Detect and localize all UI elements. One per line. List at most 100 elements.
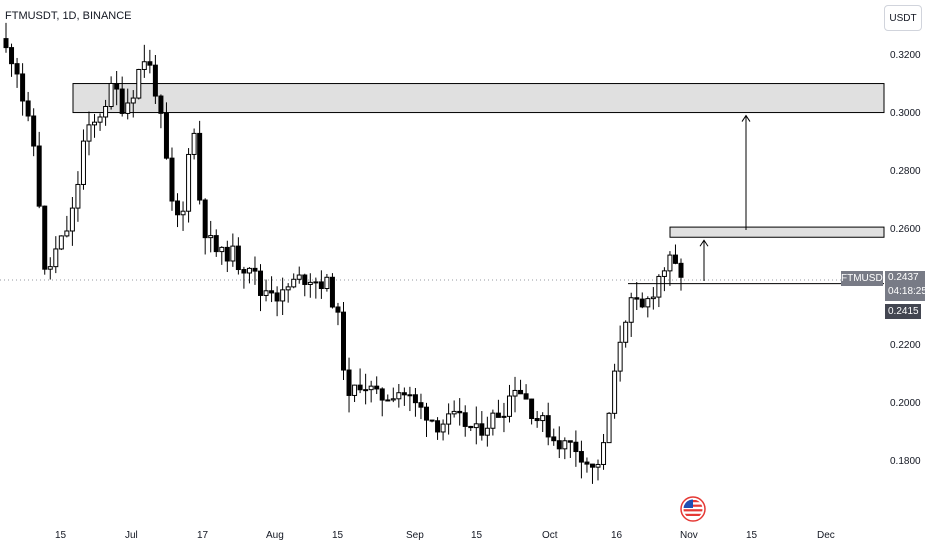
currency-unit-button[interactable]: USDT xyxy=(884,5,922,31)
candle xyxy=(357,368,363,394)
candle xyxy=(468,425,474,431)
symbol-title: FTMUSDT, 1D, BINANCE xyxy=(5,10,132,22)
candle xyxy=(639,292,645,309)
candle xyxy=(645,296,651,318)
candle xyxy=(368,380,374,403)
time-tick-label: 16 xyxy=(611,530,623,541)
candle xyxy=(473,406,479,445)
candle xyxy=(589,463,595,484)
candle xyxy=(119,76,125,117)
candle xyxy=(379,387,385,417)
candle xyxy=(280,277,286,316)
supply-zone-2[interactable] xyxy=(669,226,885,238)
candle xyxy=(423,402,429,437)
candle xyxy=(385,394,391,402)
price-tick-label: 0.1800 xyxy=(890,456,921,467)
candle xyxy=(584,457,590,473)
candle xyxy=(506,384,512,423)
candle xyxy=(25,91,31,122)
candle xyxy=(258,264,264,312)
time-tick-label: 17 xyxy=(197,530,209,541)
candle xyxy=(440,419,446,441)
price-tick-label: 0.3200 xyxy=(890,50,921,61)
price-tick-label: 0.2800 xyxy=(890,166,921,177)
candle xyxy=(14,57,20,88)
candle xyxy=(246,267,252,284)
candle xyxy=(606,412,612,444)
candle xyxy=(136,68,142,100)
candle xyxy=(114,70,120,106)
candle xyxy=(125,88,131,120)
time-tick-label: 15 xyxy=(746,530,758,541)
candle xyxy=(97,113,103,131)
candle xyxy=(628,292,634,337)
candle xyxy=(540,412,546,432)
supply-zone-1[interactable] xyxy=(72,83,885,114)
time-tick-label: Sep xyxy=(406,530,424,541)
candle xyxy=(163,102,169,160)
time-tick-label: Aug xyxy=(266,530,284,541)
candle xyxy=(92,113,98,138)
candle xyxy=(396,383,402,408)
candle xyxy=(617,325,623,382)
candle xyxy=(291,273,297,289)
candle xyxy=(47,257,53,280)
candle xyxy=(573,430,579,467)
candle xyxy=(285,283,291,303)
candle xyxy=(296,266,302,284)
candle xyxy=(80,129,86,190)
candle xyxy=(230,233,236,267)
candle xyxy=(64,215,70,238)
candle xyxy=(562,437,568,460)
candle xyxy=(274,286,280,317)
candle xyxy=(390,387,396,403)
candle xyxy=(191,128,197,160)
candle xyxy=(86,111,92,156)
candle xyxy=(75,171,81,222)
candle xyxy=(495,399,501,418)
candle xyxy=(429,419,435,423)
candle xyxy=(169,147,175,211)
us-flag-icon[interactable] xyxy=(680,496,706,522)
candle xyxy=(69,197,75,246)
time-tick-label: 15 xyxy=(332,530,344,541)
candle xyxy=(518,379,524,395)
price-tick-label: 0.2600 xyxy=(890,224,921,235)
candle xyxy=(147,49,153,74)
target-arrow-large[interactable] xyxy=(741,114,751,230)
last-price-value: 0.2437 xyxy=(888,272,919,283)
candle xyxy=(523,384,529,400)
drawings-layer xyxy=(628,114,884,285)
candle xyxy=(180,201,186,231)
time-tick-label: Dec xyxy=(817,530,835,541)
candle xyxy=(401,387,407,406)
candle xyxy=(197,120,203,205)
price-tick-label: 0.3000 xyxy=(890,108,921,119)
candle xyxy=(346,357,352,413)
candle xyxy=(158,94,164,129)
candle xyxy=(567,440,573,458)
candle xyxy=(108,76,114,110)
candle xyxy=(601,433,607,470)
time-tick-label: Jul xyxy=(125,530,138,541)
candle xyxy=(241,266,247,289)
candle xyxy=(252,256,258,285)
candle xyxy=(363,373,369,405)
candle xyxy=(3,22,9,53)
candle xyxy=(235,237,241,275)
candle xyxy=(650,287,656,310)
target-arrow-small[interactable] xyxy=(699,239,709,281)
candle xyxy=(208,220,214,253)
candle xyxy=(42,205,48,275)
candle xyxy=(318,270,324,299)
candle xyxy=(578,440,584,479)
candle xyxy=(667,251,673,286)
candle xyxy=(672,244,678,265)
symbol-tag: FTMUSDT xyxy=(841,271,889,286)
candle xyxy=(130,90,136,118)
candle xyxy=(484,416,490,447)
candle xyxy=(341,301,346,380)
candle xyxy=(152,54,158,104)
candle xyxy=(175,193,181,228)
